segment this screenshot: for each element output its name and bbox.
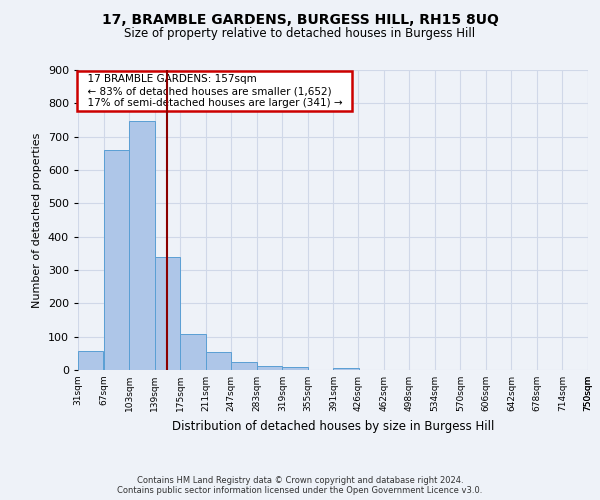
Bar <box>78 351 103 370</box>
Bar <box>283 368 308 370</box>
Text: 17 BRAMBLE GARDENS: 157sqm
  ← 83% of detached houses are smaller (1,652)
  17% : 17 BRAMBLE GARDENS: 157sqm ← 83% of deta… <box>80 74 349 108</box>
Text: Contains HM Land Registry data © Crown copyright and database right 2024.: Contains HM Land Registry data © Crown c… <box>137 476 463 485</box>
Bar <box>206 352 231 370</box>
Bar <box>180 334 206 370</box>
Text: Contains public sector information licensed under the Open Government Licence v3: Contains public sector information licen… <box>118 486 482 495</box>
Bar <box>104 150 129 370</box>
Y-axis label: Number of detached properties: Number of detached properties <box>32 132 42 308</box>
X-axis label: Distribution of detached houses by size in Burgess Hill: Distribution of detached houses by size … <box>172 420 494 432</box>
Bar <box>231 362 257 370</box>
Text: Size of property relative to detached houses in Burgess Hill: Size of property relative to detached ho… <box>124 28 476 40</box>
Bar <box>334 368 359 370</box>
Text: 17, BRAMBLE GARDENS, BURGESS HILL, RH15 8UQ: 17, BRAMBLE GARDENS, BURGESS HILL, RH15 … <box>101 12 499 26</box>
Bar <box>129 120 155 370</box>
Bar <box>155 258 180 370</box>
Bar <box>257 366 282 370</box>
